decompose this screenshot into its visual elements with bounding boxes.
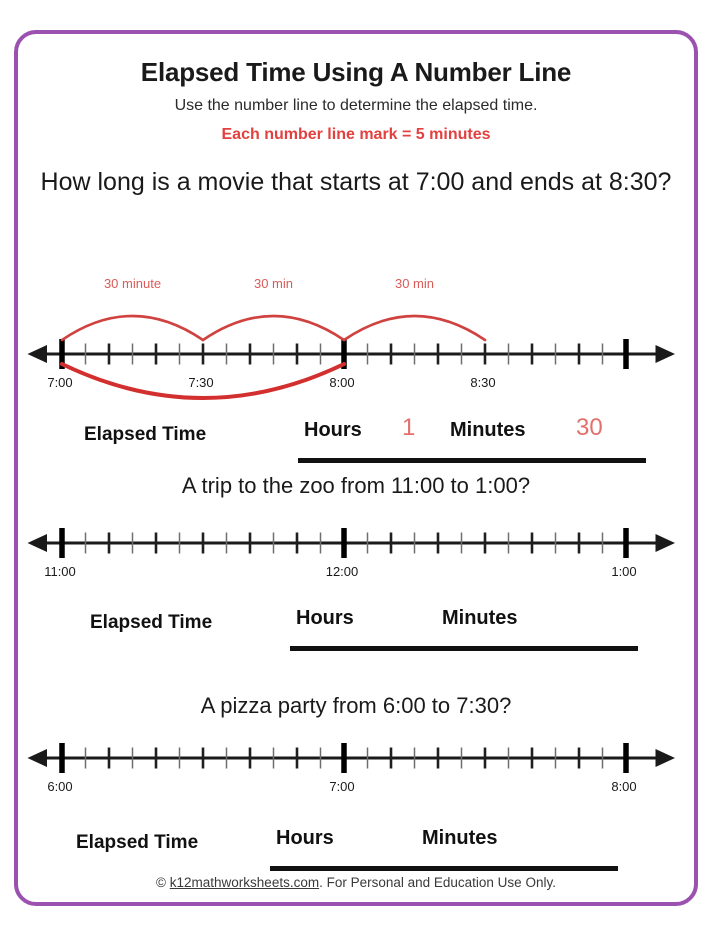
hours-label-3: Hours (276, 827, 334, 849)
svg-text:8:00: 8:00 (611, 779, 636, 794)
svg-text:12:00: 12:00 (326, 564, 359, 579)
elapsed-time-label-2: Elapsed Time (90, 612, 213, 633)
elapsed-time-label-1: Elapsed Time (84, 424, 207, 445)
question-3-text: A pizza party from 6:00 to 7:30? (200, 693, 512, 718)
answer-fields-1[interactable]: Hours 1 Minutes 30 (298, 414, 646, 463)
hours-label-1: Hours (304, 419, 362, 441)
svg-text:1:00: 1:00 (611, 564, 636, 579)
svg-text:30 min: 30 min (254, 276, 293, 291)
number-line-3: 6:00 7:00 8:00 (18, 734, 694, 812)
worksheet-page: Elapsed Time Using A Number Line Use the… (14, 30, 698, 906)
scale-note: Each number line mark = 5 minutes (221, 126, 491, 143)
site-link[interactable]: k12mathworksheets.com (169, 875, 320, 890)
answer-fields-2[interactable]: Hours Minutes (290, 604, 638, 651)
minutes-value-1[interactable]: 30 (576, 414, 603, 441)
svg-text:7:00: 7:00 (329, 779, 354, 794)
answer-row-1: Elapsed Time Hours 1 Minutes 30 (84, 414, 684, 463)
svg-text:11:00: 11:00 (44, 564, 76, 579)
question-2-text: A trip to the zoo from 11:00 to 1:00? (181, 473, 531, 498)
minutes-label-2: Minutes (442, 607, 518, 629)
footer-copyright: © k12mathworksheets.com. For Personal an… (18, 875, 694, 890)
answer-row-2: Elapsed Time Hours Minutes (90, 604, 690, 651)
page-title: Elapsed Time Using A Number Line (140, 57, 572, 87)
number-line-2: 11:00 12:00 1:00 (18, 519, 694, 597)
svg-text:8:00: 8:00 (329, 375, 354, 390)
rights-text: . For Personal and Education Use Only. (319, 875, 556, 890)
svg-text:30 minute: 30 minute (104, 276, 161, 291)
minutes-label-3: Minutes (422, 827, 498, 849)
minutes-label-1: Minutes (450, 419, 526, 441)
svg-text:7:30: 7:30 (188, 375, 213, 390)
svg-text:8:30: 8:30 (470, 375, 495, 390)
instructions-text: Use the number line to determine the ela… (174, 97, 538, 114)
hours-label-2: Hours (296, 607, 354, 629)
question-1-text: How long is a movie that starts at 7:00 … (40, 168, 672, 196)
copyright-symbol: © (156, 875, 166, 890)
hours-value-1[interactable]: 1 (402, 414, 416, 441)
svg-text:7:00: 7:00 (47, 375, 72, 390)
svg-text:30 min: 30 min (395, 276, 434, 291)
svg-text:6:00: 6:00 (47, 779, 72, 794)
answer-fields-3[interactable]: Hours Minutes (270, 824, 618, 871)
answer-row-3: Elapsed Time Hours Minutes (76, 824, 676, 871)
elapsed-time-label-3: Elapsed Time (76, 832, 199, 853)
